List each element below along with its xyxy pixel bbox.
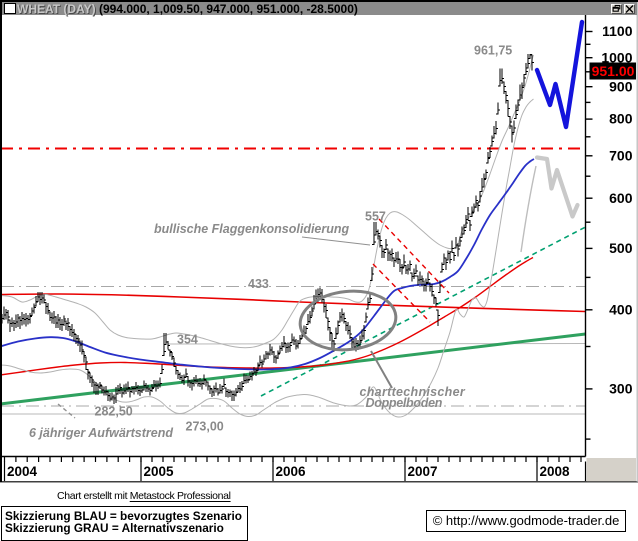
svg-text:2005: 2005 (144, 464, 175, 479)
svg-text:300: 300 (609, 381, 633, 397)
svg-text:2004: 2004 (7, 464, 38, 479)
svg-text:2007: 2007 (408, 464, 438, 479)
svg-text:961,75: 961,75 (474, 44, 512, 58)
svg-text:557: 557 (365, 210, 386, 224)
svg-text:bullische Flaggenkonsolidierun: bullische Flaggenkonsolidierung (154, 222, 350, 236)
svg-text:354: 354 (177, 333, 198, 347)
svg-text:700: 700 (609, 147, 633, 163)
svg-text:273,00: 273,00 (186, 420, 224, 434)
svg-text:1000: 1000 (601, 49, 632, 65)
svg-text:charttechnischer: charttechnischer (360, 385, 466, 399)
svg-text:433: 433 (248, 277, 269, 291)
svg-text:400: 400 (609, 301, 633, 317)
svg-text:282,50: 282,50 (95, 405, 133, 419)
svg-text:Doppelboden: Doppelboden (366, 396, 443, 410)
svg-text:600: 600 (609, 190, 633, 206)
svg-text:500: 500 (609, 240, 633, 256)
svg-text:2006: 2006 (276, 464, 307, 479)
svg-text:900: 900 (609, 78, 633, 94)
svg-text:1100: 1100 (602, 23, 633, 39)
svg-text:800: 800 (609, 111, 633, 127)
svg-text:6 jähriger Aufwärtstrend: 6 jähriger Aufwärtstrend (29, 426, 173, 440)
svg-text:2008: 2008 (540, 464, 571, 479)
svg-text:951.00: 951.00 (592, 63, 635, 79)
